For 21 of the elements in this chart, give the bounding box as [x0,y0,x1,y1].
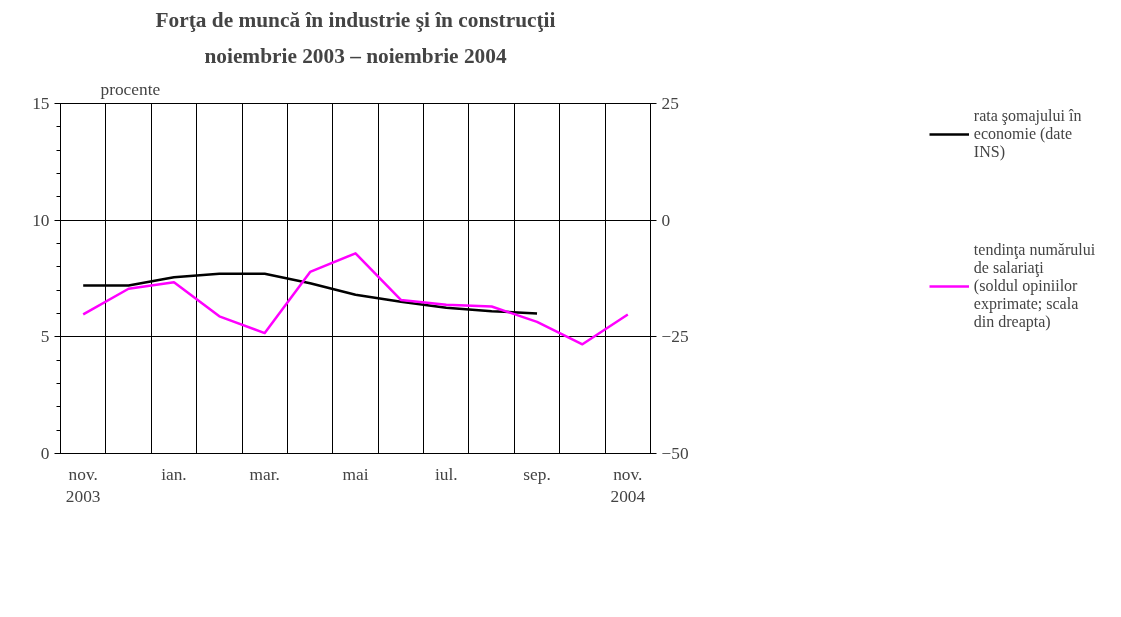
x-tick-label: mar. [249,464,280,484]
y-tick-label: 10 [32,210,50,230]
chart-title: Forţa de muncă în industrie şi în construcţii [155,7,556,32]
y2-tick-label: −50 [661,444,689,463]
x-tick-label: nov. 2003 [65,464,101,507]
y2-tick-label: 25 [661,94,679,113]
y-tick-label: 5 [40,327,50,347]
y2-tick-label: 0 [661,210,671,230]
y-tick-label: 0 [40,444,50,463]
y-axis-title: procente [100,79,161,99]
legend-label: rata şomajului în economie (date INS) [973,107,1082,161]
line-series [81,252,630,346]
chart-subtitle: noiembrie 2003 – noiembrie 2004 [204,43,507,68]
x-tick-label: mai [342,464,369,484]
x-tick-label: ian. [161,464,187,484]
x-tick-label: nov. 2004 [610,464,646,507]
x-tick-label: iul. [434,464,458,484]
legend-label: tendinţa numărului de salariaţi (soldul opiniilor exprimate; scala din dreapta) [973,241,1096,331]
y-tick-label: 15 [32,94,50,113]
y2-tick-label: −25 [661,327,689,347]
x-tick-label: sep. [523,464,551,484]
